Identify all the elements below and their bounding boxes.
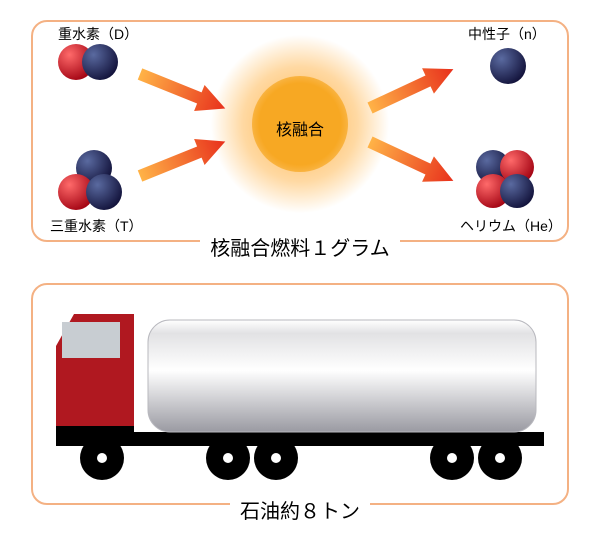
neutron-label: 中性子（n） [468, 24, 546, 44]
neutron-sphere [490, 48, 526, 84]
deuterium-label: 重水素（D） [58, 24, 138, 44]
helium-label: ヘリウム（He） [460, 216, 562, 236]
top-caption: 核融合燃料１グラム [200, 232, 400, 261]
bottom-caption: 石油約８トン [230, 495, 370, 524]
truck-cab [56, 314, 134, 434]
tritium-sphere-3 [86, 174, 122, 210]
oil-truck [56, 306, 544, 486]
truck-tank [148, 320, 536, 432]
deuterium-sphere-2 [82, 44, 118, 80]
tritium-label: 三重水素（T） [50, 216, 143, 236]
helium-sphere-4 [500, 174, 534, 208]
